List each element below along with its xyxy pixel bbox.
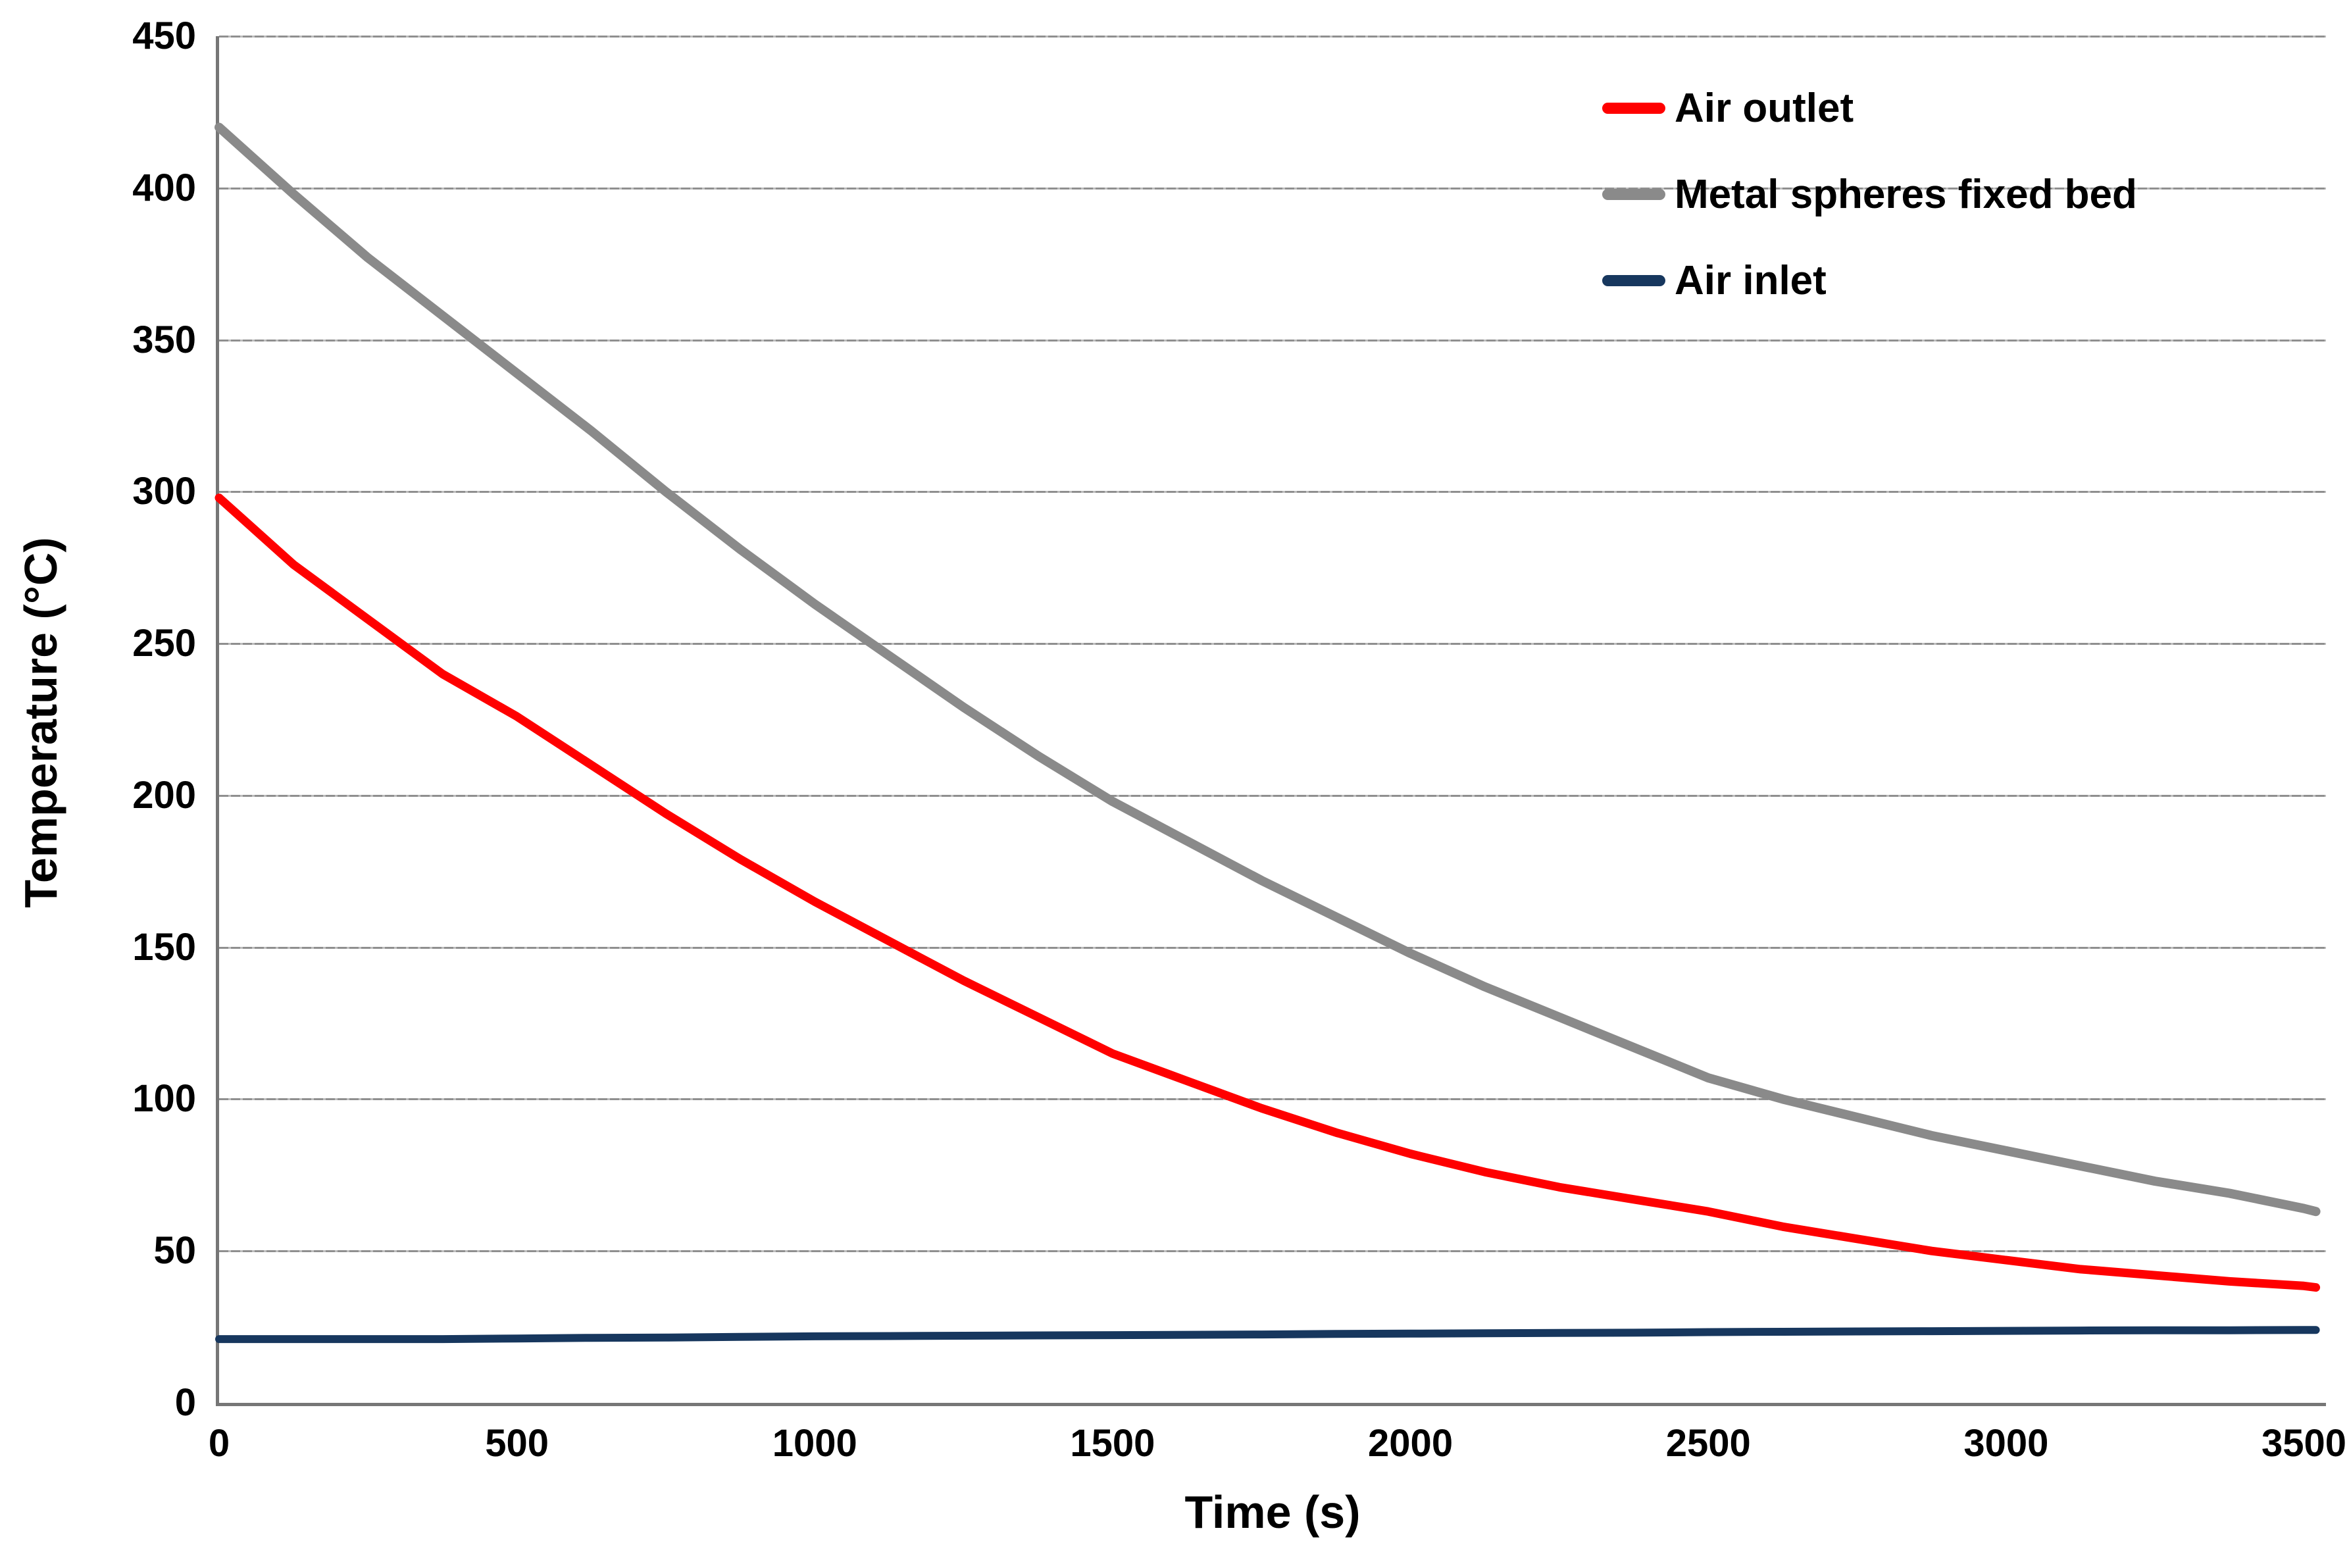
gridline-100 — [219, 1098, 2326, 1101]
plot-area — [215, 36, 2326, 1406]
series-line-metal-spheres-fixed-bed — [215, 122, 2321, 1217]
gridline-200 — [219, 794, 2326, 797]
gridline-150 — [219, 946, 2326, 949]
x-tick-label: 1500 — [1070, 1422, 1155, 1465]
series-canvas — [215, 122, 2321, 1344]
legend-item-metal-spheres-fixed-bed: Metal spheres fixed bed — [1602, 164, 2137, 224]
legend-label: Air outlet — [1675, 85, 1854, 131]
series-line-air-outlet — [215, 493, 2321, 1292]
legend-item-air-inlet: Air inlet — [1602, 250, 1827, 311]
x-tick-label: 2500 — [1665, 1422, 1751, 1465]
y-tick-label: 100 — [132, 1077, 196, 1121]
x-axis-title: Time (s) — [1184, 1486, 1361, 1538]
legend-swatch — [1602, 274, 1665, 286]
x-tick-label: 500 — [485, 1422, 549, 1465]
y-tick-label: 450 — [132, 14, 196, 57]
legend-label: Air inlet — [1675, 257, 1827, 303]
y-tick-label: 300 — [132, 470, 196, 513]
x-tick-label: 0 — [208, 1422, 230, 1465]
gridline-300 — [219, 491, 2326, 493]
gridline-350 — [219, 339, 2326, 341]
y-tick-label: 400 — [132, 166, 196, 209]
x-tick-label: 3500 — [2261, 1422, 2347, 1465]
gridline-450 — [219, 36, 2326, 38]
x-tick-label: 3000 — [1963, 1422, 2049, 1465]
legend-item-air-outlet: Air outlet — [1602, 78, 1854, 138]
y-tick-label: 50 — [153, 1229, 196, 1273]
y-axis-title: Temperature (°C) — [15, 537, 66, 908]
y-tick-label: 350 — [132, 318, 196, 361]
x-axis-line — [216, 1403, 2326, 1406]
legend-label: Metal spheres fixed bed — [1675, 171, 2137, 217]
y-axis-line — [216, 36, 219, 1403]
gridline-50 — [219, 1250, 2326, 1253]
y-tick-label: 0 — [174, 1381, 196, 1424]
x-tick-label: 1000 — [772, 1422, 857, 1465]
series-line-air-inlet — [215, 1326, 2320, 1344]
y-tick-label: 150 — [132, 925, 196, 969]
legend-swatch — [1602, 102, 1665, 114]
x-tick-label: 2000 — [1368, 1422, 1453, 1465]
gridline-400 — [219, 187, 2326, 190]
legend-swatch — [1602, 188, 1665, 200]
y-tick-label: 200 — [132, 773, 196, 817]
y-tick-label: 250 — [132, 622, 196, 665]
gridline-250 — [219, 643, 2326, 645]
